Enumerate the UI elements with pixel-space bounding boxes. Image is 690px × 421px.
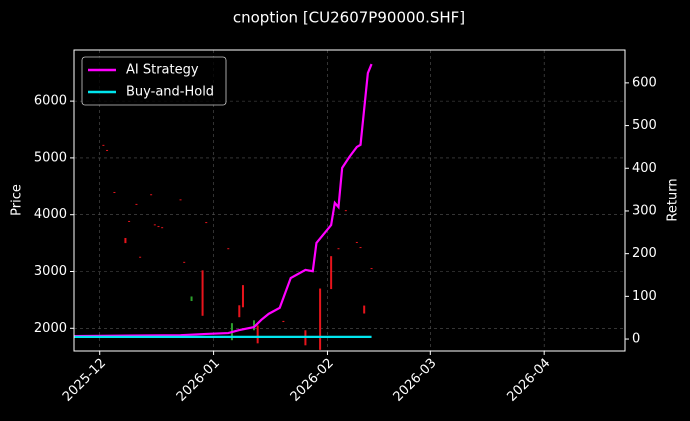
candle (205, 222, 208, 224)
y2-tick-label: 200 (632, 246, 657, 261)
x-tick-label: 2025-12 (60, 356, 109, 405)
legend-label: AI Strategy (126, 63, 199, 78)
x-tick-label: 2026-01 (174, 356, 223, 405)
y-tick-label: 5000 (34, 150, 67, 165)
candle (139, 256, 142, 258)
plot-frame (73, 49, 626, 352)
candle (150, 194, 153, 196)
candle (363, 305, 366, 314)
candle (179, 199, 182, 201)
y-tick-label: 6000 (34, 94, 67, 109)
y2-tick-label: 600 (632, 75, 657, 90)
candle (337, 248, 340, 250)
candle (282, 320, 285, 323)
legend-box (81, 56, 227, 106)
x-tick-label: 2026-02 (288, 356, 337, 405)
candle (135, 203, 138, 205)
candle (319, 288, 322, 350)
x-tick-label: 2026-04 (504, 356, 553, 405)
candle (227, 248, 230, 250)
y2-tick-label: 0 (632, 332, 640, 347)
candle (124, 237, 127, 244)
y2-tick-label: 400 (632, 161, 657, 176)
candle (183, 261, 186, 263)
x-tick-label: 2026-03 (391, 356, 440, 405)
y2-axis-label: Return (666, 178, 681, 221)
legend-label: Buy-and-Hold (126, 85, 214, 100)
candle (330, 256, 333, 290)
candle (241, 285, 244, 308)
y2-tick-label: 300 (632, 203, 657, 218)
y2-tick-label: 100 (632, 289, 657, 304)
candle (370, 268, 373, 270)
y-tick-label: 3000 (34, 264, 67, 279)
candle (355, 241, 358, 243)
y2-tick-label: 500 (632, 118, 657, 133)
candle (190, 296, 193, 302)
candle (113, 191, 116, 193)
return-line (73, 63, 373, 338)
candle (153, 224, 156, 226)
chart-title: cnoption [CU2607P90000.SHF] (233, 9, 465, 27)
candle (157, 226, 160, 228)
y-tick-label: 2000 (34, 321, 67, 336)
candle (201, 270, 204, 316)
candle (344, 210, 347, 212)
candle (161, 227, 164, 229)
candle (106, 149, 109, 151)
y-tick-label: 4000 (34, 207, 67, 222)
candle (102, 144, 105, 146)
y-axis-label: Price (10, 184, 25, 216)
candle (256, 325, 259, 344)
candle (252, 320, 255, 331)
candle (238, 305, 241, 318)
candle (128, 220, 131, 222)
candle (359, 247, 362, 249)
